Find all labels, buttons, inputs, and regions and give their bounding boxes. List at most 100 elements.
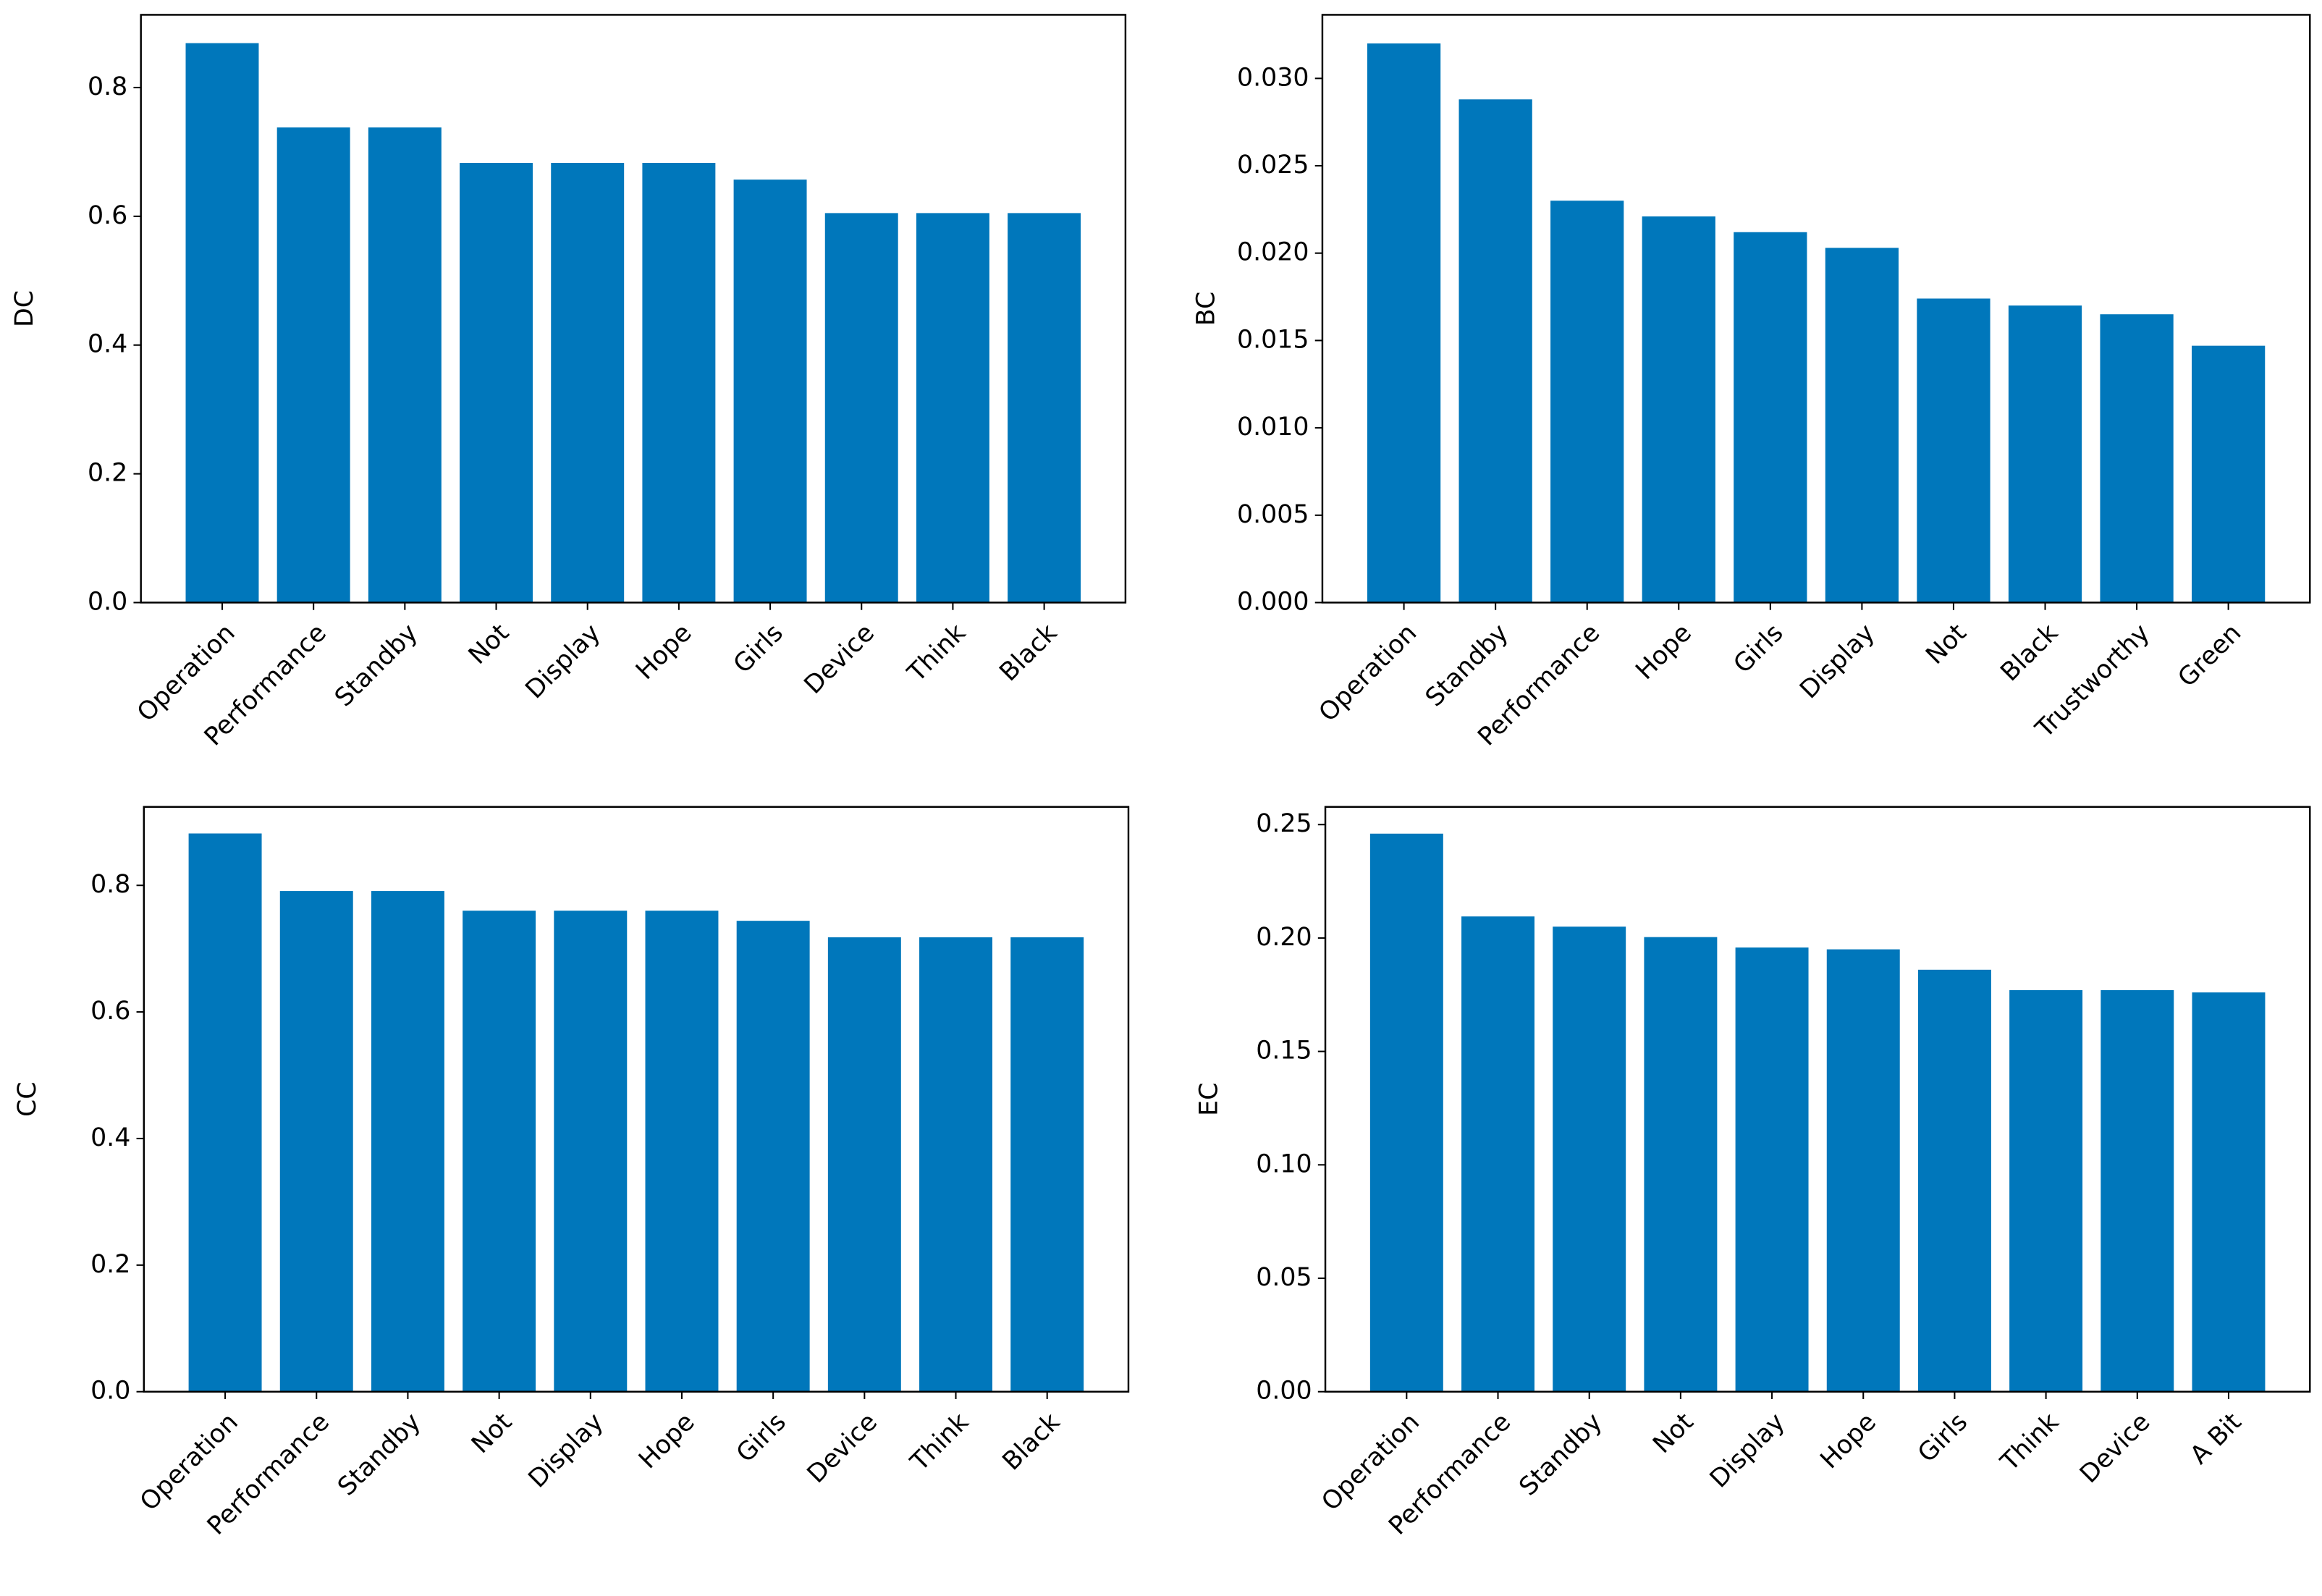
- x-tick-label: Device: [2074, 1408, 2156, 1489]
- bar: [2008, 305, 2082, 603]
- x-tick-label: Black: [995, 618, 1063, 687]
- bar: [279, 891, 353, 1392]
- x-tick-label: Standby: [329, 618, 423, 712]
- y-tick-label: 0.015: [1237, 325, 1309, 354]
- y-tick-label: 0.2: [88, 459, 127, 488]
- y-axis-label: DC: [10, 290, 39, 327]
- x-tick-label: Hope: [633, 1408, 701, 1475]
- y-tick-label: 0.00: [1256, 1377, 1312, 1406]
- y-tick-label: 0.15: [1256, 1036, 1312, 1065]
- bar: [1553, 926, 1626, 1392]
- axes-frame: [1324, 806, 2311, 1393]
- bar: [551, 163, 625, 603]
- bar: [185, 43, 259, 603]
- x-tick-label: Device: [799, 618, 880, 699]
- y-axis-label: BC: [1191, 292, 1220, 326]
- x-tick-label: Think: [905, 1407, 975, 1477]
- bar: [2192, 345, 2266, 603]
- bar: [1734, 232, 1807, 603]
- y-tick-label: 0.4: [90, 1123, 130, 1152]
- y-tick-label: 0.8: [90, 870, 130, 899]
- bar: [2101, 990, 2174, 1392]
- bar: [824, 213, 898, 603]
- y-tick-label: 0.25: [1256, 809, 1312, 838]
- bar: [1917, 298, 1990, 603]
- x-tick-label: Girls: [1728, 618, 1789, 679]
- x-tick-label: Girls: [728, 618, 789, 679]
- bar: [2009, 990, 2083, 1392]
- y-tick-label: 0.0: [90, 1377, 130, 1406]
- x-tick-label: Black: [1995, 618, 2064, 687]
- bar: [460, 163, 533, 603]
- bar: [733, 180, 807, 603]
- y-tick-label: 0.0: [88, 588, 127, 617]
- bar: [463, 911, 536, 1392]
- x-tick-label: Girls: [1912, 1408, 1973, 1469]
- x-tick-label: Display: [520, 618, 607, 704]
- bar: [1461, 916, 1534, 1392]
- x-tick-label: Black: [997, 1407, 1066, 1476]
- y-tick-label: 0.8: [88, 72, 127, 101]
- bar: [645, 911, 719, 1392]
- x-tick-label: Think: [902, 618, 972, 688]
- axes-frame: [140, 14, 1127, 604]
- bar: [2100, 314, 2174, 603]
- y-tick-label: 0.030: [1237, 63, 1309, 92]
- bar: [1550, 200, 1624, 603]
- x-tick-label: Hope: [1630, 618, 1697, 685]
- bar: [1010, 937, 1084, 1392]
- bar: [276, 127, 350, 603]
- x-tick-label: A Bit: [2184, 1408, 2247, 1470]
- bar: [1826, 949, 1900, 1392]
- bar: [371, 891, 444, 1392]
- bar: [827, 937, 901, 1392]
- x-tick-label: Standby: [1513, 1408, 1608, 1502]
- y-tick-label: 0.2: [90, 1250, 130, 1279]
- y-tick-label: 0.025: [1237, 151, 1309, 180]
- x-tick-label: Not: [466, 1408, 518, 1459]
- y-tick-label: 0.020: [1237, 238, 1309, 267]
- x-tick-label: Operation: [1314, 618, 1423, 727]
- x-tick-label: Display: [1705, 1408, 1791, 1494]
- bar: [1458, 99, 1532, 603]
- bar: [1367, 43, 1441, 603]
- bar: [188, 833, 262, 1392]
- bar: [1008, 213, 1081, 603]
- axes-frame: [1321, 14, 2311, 604]
- axes-frame: [143, 806, 1130, 1393]
- y-tick-label: 0.20: [1256, 923, 1312, 952]
- bar: [554, 911, 628, 1392]
- x-tick-label: Display: [1794, 618, 1880, 704]
- x-tick-label: Display: [523, 1408, 609, 1494]
- x-tick-label: Hope: [1815, 1408, 1882, 1475]
- y-tick-label: 0.10: [1256, 1149, 1312, 1178]
- x-tick-label: Think: [1995, 1407, 2065, 1477]
- y-axis-label: CC: [13, 1081, 42, 1117]
- x-tick-label: Not: [1920, 618, 1972, 670]
- bar: [919, 937, 992, 1392]
- y-tick-label: 0.4: [88, 330, 127, 359]
- x-tick-label: Green: [2173, 618, 2247, 693]
- bar: [1644, 937, 1718, 1392]
- y-tick-label: 0.005: [1237, 500, 1309, 529]
- bar: [642, 163, 716, 603]
- bar: [1642, 216, 1715, 603]
- x-tick-label: Standby: [1420, 618, 1514, 712]
- bar: [1917, 969, 1991, 1392]
- bar: [736, 921, 810, 1392]
- x-tick-label: Not: [1647, 1408, 1699, 1459]
- y-tick-label: 0.000: [1237, 588, 1309, 617]
- x-tick-label: Standby: [332, 1408, 426, 1502]
- x-tick-label: Girls: [731, 1408, 792, 1469]
- y-tick-label: 0.6: [90, 997, 130, 1026]
- x-tick-label: Device: [802, 1408, 883, 1489]
- x-tick-label: Not: [463, 618, 515, 670]
- bar: [2192, 992, 2266, 1392]
- bar: [1369, 833, 1443, 1392]
- bar: [368, 127, 442, 603]
- bar: [1825, 248, 1899, 603]
- y-tick-label: 0.010: [1237, 413, 1309, 442]
- y-tick-label: 0.6: [88, 201, 127, 230]
